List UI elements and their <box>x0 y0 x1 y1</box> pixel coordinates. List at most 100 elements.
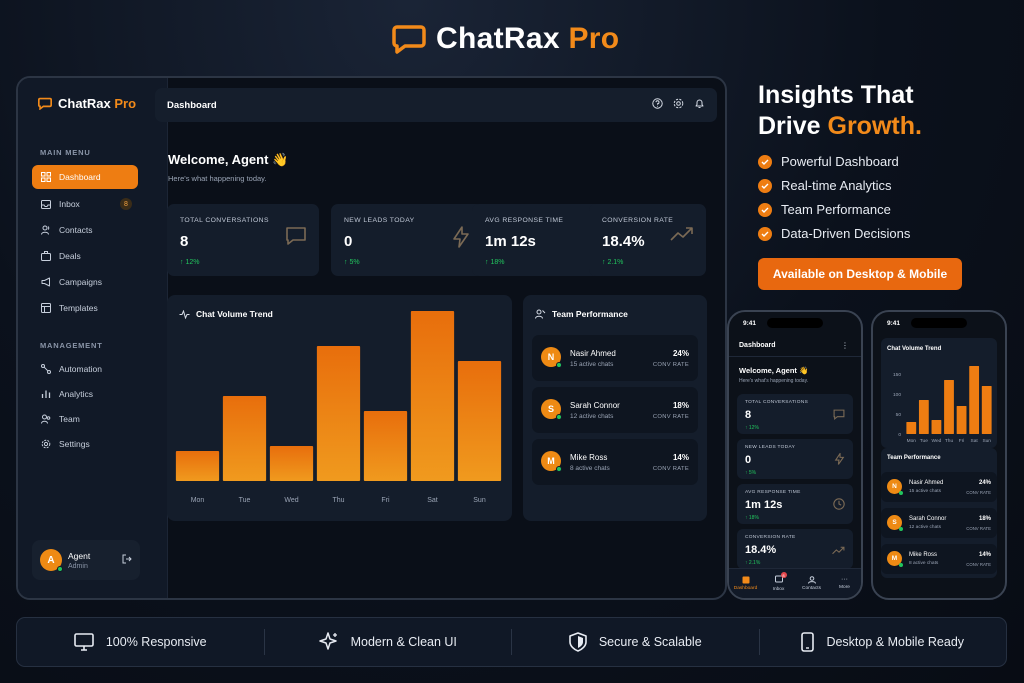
chart-bar[interactable] <box>222 396 267 481</box>
stat-card-conversion: CONVERSION RATE 18.4% ↑ 2.1% <box>589 204 706 276</box>
tab-dashboard[interactable]: Dashboard <box>729 569 762 598</box>
sidebar-item-analytics[interactable]: Analytics <box>32 382 138 406</box>
chart-bar[interactable] <box>269 446 314 481</box>
chart-bar[interactable] <box>969 366 980 434</box>
sidebar-item-label: Settings <box>59 439 90 449</box>
bar-chart-icon <box>40 389 51 400</box>
sidebar-item-automation[interactable]: Automation <box>32 357 138 381</box>
member-conversion: 18% <box>672 401 689 410</box>
headline-line-1: Insights That <box>758 81 914 109</box>
phone-stat-card: CONVERSION RATE 18.4% ↑ 2.1% <box>737 529 853 569</box>
sidebar-item-label: Campaigns <box>59 277 102 287</box>
divider <box>729 356 861 357</box>
stat-change: ↑ 2.1% <box>745 560 761 566</box>
check-icon <box>758 154 772 169</box>
chart-bar[interactable] <box>316 346 361 481</box>
stat-value: 1m 12s <box>745 499 783 511</box>
sidebar-item-campaigns[interactable]: Campaigns <box>32 270 138 294</box>
sidebar-brand-accent: Pro <box>114 96 137 111</box>
chart-bar[interactable] <box>363 411 408 481</box>
sidebar-item-deals[interactable]: Deals <box>32 244 138 268</box>
chart-bar[interactable] <box>175 451 220 481</box>
tab-label: Dashboard <box>733 586 758 591</box>
help-icon[interactable] <box>652 96 663 114</box>
x-tick-label: Fri <box>381 497 390 504</box>
divider <box>263 629 265 655</box>
x-tick-label: Mon <box>907 438 917 444</box>
stat-change: ↑ 12% <box>745 425 759 431</box>
avatar-initial: N <box>892 483 897 490</box>
team-member-card[interactable]: S Sarah Connor 12 active chats 18% CONV … <box>532 387 698 433</box>
page-title: Dashboard <box>167 99 217 111</box>
availability-button[interactable]: Available on Desktop & Mobile <box>758 258 962 290</box>
tab-contacts[interactable]: Contacts <box>795 569 828 598</box>
conv-rate-label: CONV RATE <box>652 414 689 420</box>
phone-team-title: Team Performance <box>887 455 941 461</box>
chart-bar[interactable] <box>981 386 992 434</box>
chart-bar[interactable] <box>906 422 917 434</box>
chart-bar[interactable] <box>918 400 929 434</box>
stat-change: ↑ 12% <box>180 259 200 266</box>
phone-notch <box>767 318 823 328</box>
phone-welcome: Welcome, Agent 👋 <box>739 366 809 375</box>
sidebar-item-team[interactable]: Team <box>32 407 138 431</box>
feature-item: Team Performance <box>758 202 891 217</box>
x-tick-label: Fri <box>959 438 965 444</box>
stat-value: 0 <box>745 454 752 466</box>
user-name: Agent <box>68 550 91 561</box>
sidebar-item-contacts[interactable]: Contacts <box>32 218 138 242</box>
bar-chart: Mon Tue Wed Thu Fri Sat Sun <box>175 311 502 504</box>
online-dot <box>899 491 903 495</box>
team-member-card[interactable]: N Nasir Ahmed 15 active chats 24% CONV R… <box>532 335 698 381</box>
stat-value: 8 <box>745 409 752 421</box>
member-active-chats: 8 active chats <box>909 561 939 566</box>
chat-bubble-icon <box>38 97 52 110</box>
feature-strip: 100% Responsive Modern & Clean UI Secure… <box>16 617 1007 667</box>
sidebar-brand[interactable]: ChatRax Pro <box>38 96 136 111</box>
sidebar-item-templates[interactable]: Templates <box>32 296 138 320</box>
tab-label: More <box>839 585 850 590</box>
avatar: N <box>887 479 903 495</box>
team-member-card[interactable]: M Mike Ross 8 active chats 14% CONV RATE <box>881 544 997 574</box>
tab-more[interactable]: ··· More <box>828 569 861 598</box>
chat-icon <box>833 407 845 425</box>
user-card[interactable]: A Agent Admin <box>32 540 140 580</box>
chart-bar[interactable] <box>410 311 455 481</box>
y-tick-label: 50 <box>896 412 902 418</box>
member-conversion: 18% <box>978 516 991 522</box>
member-active-chats: 15 active chats <box>570 361 614 368</box>
stat-label: TOTAL CONVERSATIONS <box>180 217 269 224</box>
sidebar-item-label: Inbox <box>59 199 80 209</box>
sidebar-item-label: Templates <box>59 303 98 313</box>
team-member-card[interactable]: N Nasir Ahmed 15 active chats 24% CONV R… <box>881 472 997 502</box>
team-title-text: Team Performance <box>552 309 628 319</box>
sidebar-item-settings[interactable]: Settings <box>32 432 138 456</box>
sparkle-icon <box>318 632 337 650</box>
member-active-chats: 8 active chats <box>570 465 610 472</box>
logout-icon[interactable] <box>122 551 132 569</box>
team-member-card[interactable]: M Mike Ross 8 active chats 14% CONV RATE <box>532 439 698 485</box>
sidebar-item-dashboard[interactable]: Dashboard <box>32 165 138 189</box>
phone-notch <box>911 318 967 328</box>
chart-bar[interactable] <box>944 380 954 434</box>
strip-item-devices: Desktop & Mobile Ready <box>760 632 1007 652</box>
member-name: Nasir Ahmed <box>570 349 616 358</box>
stat-card-conversations: TOTAL CONVERSATIONS 8 ↑ 12% <box>167 204 319 276</box>
sidebar-item-label: Team <box>59 414 80 424</box>
more-vertical-icon[interactable]: ⋮ <box>841 341 849 350</box>
inbox-icon <box>40 199 51 210</box>
x-tick-label: Tue <box>239 497 251 504</box>
chart-bar[interactable] <box>931 420 942 434</box>
sidebar-item-inbox[interactable]: Inbox 8 <box>32 192 138 216</box>
online-dot <box>556 466 562 472</box>
stat-value: 18.4% <box>745 544 777 556</box>
phone-stat-card: NEW LEADS TODAY 0 ↑ 5% <box>737 439 853 479</box>
automation-icon <box>40 364 51 375</box>
chart-bar[interactable] <box>956 406 967 434</box>
x-tick-label: Sun <box>473 497 486 504</box>
bell-icon[interactable] <box>694 96 705 114</box>
chart-bar[interactable] <box>457 361 502 481</box>
gear-icon[interactable] <box>673 96 684 114</box>
team-member-card[interactable]: S Sarah Connor 12 active chats 18% CONV … <box>881 508 997 538</box>
tab-inbox[interactable]: 8 Inbox <box>762 569 795 598</box>
